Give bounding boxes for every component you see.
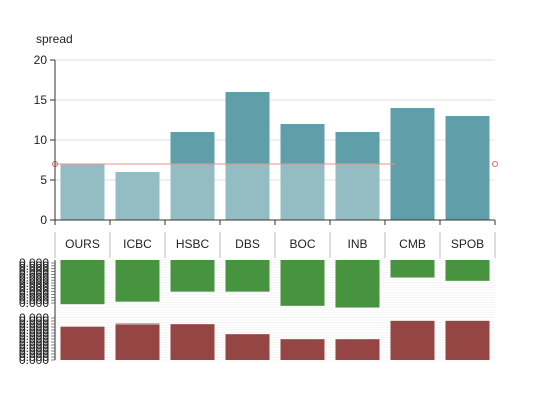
lower-y-tick-label-14: 0.000 [19,296,49,310]
bar-CMB-series-1 [390,108,435,220]
x-tick-label-SPOB: SPOB [451,237,484,251]
y-tick-label-4: 20 [34,53,48,67]
lower-y-tick-label-23: 0.000 [19,335,49,349]
axes [50,59,496,225]
lower-y-tick-label-5: 0.000 [19,270,49,284]
bar-OURS-series-2 [60,164,105,220]
bar-upper-SPOB [445,260,490,281]
bar-lower-ICBC [115,325,160,360]
x-tick-label-DBS: DBS [235,237,260,251]
y-tick-labels: 0 5 10 15 20 [34,53,48,227]
lower-y-tick-label-21: 0.000 [19,329,49,343]
bar-DBS-series-2 [225,164,270,220]
bar-lower-BOC [280,339,325,360]
lower-y-tick-label-25: 0.000 [19,341,49,355]
x-tick-label-CMB: CMB [399,237,426,251]
lower-y-tick-label-11: 0.000 [19,287,49,301]
bar-lower-CMB [390,320,435,360]
x-tick-label-HSBC: HSBC [176,237,210,251]
bars-series-2 [60,164,380,220]
y-tick-label-2: 10 [34,133,48,147]
bar-lower-INB [335,339,380,360]
bar-BOC-series-2 [280,164,325,220]
bar-lower-DBS [225,334,270,360]
lower-y-tick-label-15: 0.000 [19,311,49,325]
lower-y-tick-label-12: 0.000 [19,290,49,304]
y-tick-label-0: 0 [40,213,47,227]
lower-diverging-chart: 0.0000.0000.0000.0000.0000.0000.0000.000… [19,256,495,367]
lower-y-tick-label-29: 0.000 [19,353,49,367]
lower-y-tick-label-8: 0.000 [19,279,49,293]
x-tick-label-OURS: OURS [65,237,100,251]
lower-y-tick-label-4: 0.000 [19,267,49,281]
lower-y-tick-label-6: 0.000 [19,273,49,287]
lower-y-tick-label-2: 0.000 [19,262,49,276]
bar-upper-ICBC [115,260,160,302]
bar-HSBC-series-2 [170,164,215,220]
bar-upper-HSBC [170,260,215,292]
lower-y-tick-label-24: 0.000 [19,338,49,352]
bar-upper-DBS [225,260,270,292]
reference-marker-right [492,161,498,167]
lower-y-tick-label-18: 0.000 [19,320,49,334]
bar-lower-OURS [60,326,105,360]
lower-y-tick-label-20: 0.000 [19,326,49,340]
lower-y-tick-label-19: 0.000 [19,323,49,337]
y-tick-label-3: 15 [34,93,48,107]
lower-y-tick-label-27: 0.000 [19,347,49,361]
x-tick-label-ICBC: ICBC [123,237,152,251]
lower-y-tick-label-13: 0.000 [19,293,49,307]
lower-y-tick-label-0: 0.000 [19,256,49,270]
y-tick-label-1: 5 [40,173,47,187]
x-tick-labels: OURS ICBC HSBC DBS BOC INB CMB SPOB [54,232,496,258]
y-axis-label: spread [36,32,73,46]
bar-upper-CMB [390,260,435,278]
bar-ICBC-series-2 [115,172,160,220]
bar-upper-OURS [60,260,105,305]
lower-y-tick-label-22: 0.000 [19,332,49,346]
lower-y-tick-label-9: 0.000 [19,282,49,296]
lower-y-tick-label-10: 0.000 [19,285,49,299]
lower-y-tick-label-16: 0.000 [19,314,49,328]
bar-SPOB-series-1 [445,116,490,220]
lower-y-tick-label-17: 0.000 [19,317,49,331]
bar-lower-SPOB [445,320,490,360]
lower-y-tick-label-3: 0.000 [19,265,49,279]
bar-upper-BOC [280,260,325,306]
bar-lower-HSBC [170,324,215,360]
lower-y-tick-label-26: 0.000 [19,344,49,358]
bar-INB-series-2 [335,164,380,220]
bar-upper-INB [335,260,380,308]
lower-y-tick-label-28: 0.000 [19,350,49,364]
x-tick-label-BOC: BOC [289,237,315,251]
lower-y-tick-label-7: 0.000 [19,276,49,290]
x-tick-label-INB: INB [347,237,367,251]
lower-y-tick-label-1: 0.000 [19,259,49,273]
